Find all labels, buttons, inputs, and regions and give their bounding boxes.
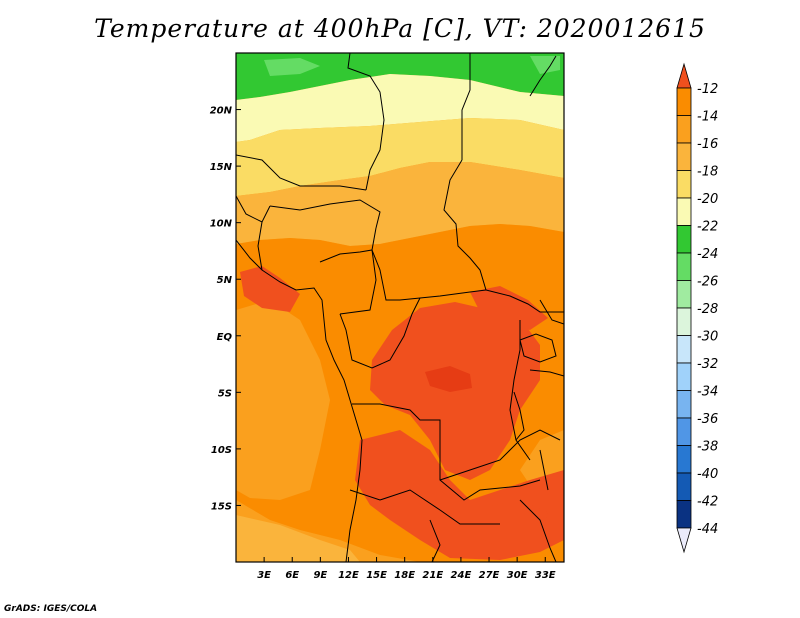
lon-tick-label: 27E (479, 570, 500, 581)
colorbar-swatch (676, 417, 692, 446)
colorbar-top-arrow (676, 62, 692, 89)
lon-tick-label: 21E (422, 570, 443, 581)
colorbar-label: -28 (697, 302, 718, 317)
lon-tick-label: 30E (507, 570, 528, 581)
colorbar: -12 -14 -16 -18 -20 -22 -24 -26 -28 -30 -32 -34 -36 -… (676, 62, 718, 554)
border-red-sea-coast (529, 55, 557, 97)
border-drc-angola (352, 403, 541, 501)
colorbar-label: -42 (697, 495, 718, 510)
border-zambia (439, 429, 561, 481)
colorbar-swatch (676, 362, 692, 391)
temperature-field (236, 53, 564, 562)
field-red-north-east (470, 286, 548, 330)
colorbar-swatch (676, 170, 692, 199)
border-lake-malawi (539, 449, 549, 491)
border-coast-west (236, 239, 363, 562)
border-algeria-libya (347, 53, 385, 191)
colorbar-label: -16 (697, 137, 718, 152)
colorbar-swatch (676, 115, 692, 144)
border-west-2 (257, 221, 263, 271)
lon-tick-label: 3E (257, 570, 271, 581)
border-cameroon (319, 249, 377, 315)
border-lake-tanganyika (513, 391, 525, 441)
colorbar-swatch (676, 307, 692, 336)
colorbar-label: -32 (697, 357, 718, 372)
colorbar-swatch (676, 142, 692, 171)
credit-text: GrADS: IGES/COLA (4, 604, 98, 614)
field-yellow (236, 118, 564, 196)
colorbar-swatch (676, 500, 692, 529)
colorbar-label: -20 (697, 192, 718, 207)
colorbar-swatch (676, 390, 692, 419)
colorbar-label: -14 (697, 110, 718, 125)
colorbar-label: -30 (697, 330, 718, 345)
colorbar-label: -18 (697, 165, 718, 180)
longitude-axis: 3E 6E 9E 12E 15E 18E 21E 24E 27E 30E 33E (257, 557, 556, 581)
field-red-se (470, 500, 548, 548)
lon-tick-label: 24E (451, 570, 472, 581)
colorbar-label: -12 (697, 82, 718, 97)
border-niger-mali (236, 154, 367, 191)
field-pale-yellow (236, 74, 564, 142)
border-chad-car (371, 227, 487, 301)
border-tanzania (529, 369, 564, 377)
border-mozambique (519, 499, 557, 562)
field-green-light-2 (530, 56, 560, 74)
border-south-sudan (485, 289, 564, 313)
colorbar-swatch (676, 87, 692, 116)
colorbar-swatch (676, 197, 692, 226)
colorbar-swatch (676, 472, 692, 501)
field-orange-west (236, 300, 330, 500)
lat-tick-label: EQ (217, 332, 233, 343)
colorbar-label: -44 (697, 522, 718, 537)
colorbar-swatch (676, 445, 692, 474)
colorbar-bottom-arrow (676, 527, 692, 554)
lon-tick-label: 6E (285, 570, 299, 581)
lon-tick-label: 33E (535, 570, 556, 581)
border-niger-nigeria (269, 199, 381, 229)
lon-tick-label: 12E (338, 570, 359, 581)
field-green-band (236, 53, 564, 100)
border-angola-namibia (349, 489, 500, 525)
border-libya-egypt (461, 53, 471, 160)
lat-tick-label: 5S (218, 388, 232, 399)
lat-tick-label: 20N (210, 106, 233, 117)
field-orange-light (236, 162, 564, 246)
field-hot-core (425, 366, 472, 392)
colorbar-label: -40 (697, 467, 718, 482)
colorbar-swatch (676, 335, 692, 364)
colorbar-label: -26 (697, 275, 718, 290)
border-congo-gabon (339, 297, 421, 369)
colorbar-label: -34 (697, 385, 718, 400)
lon-tick-label: 18E (394, 570, 415, 581)
lat-tick-label: 15N (210, 162, 233, 173)
colorbar-label: -24 (697, 247, 718, 262)
border-drc-east (509, 320, 531, 461)
lon-tick-label: 15E (366, 570, 387, 581)
border-chad-sudan (443, 159, 487, 291)
colorbar-label: -36 (697, 412, 718, 427)
field-red-west (240, 266, 300, 312)
border-west-1 (236, 195, 271, 223)
border-kenya (539, 299, 564, 325)
border-lake-victoria (519, 333, 557, 363)
plot-frame (235, 52, 565, 563)
lat-tick-label: 10S (211, 445, 232, 456)
latitude-axis: 20N 15N 10N 5N EQ 5S 10S 15S (210, 106, 241, 512)
border-botswana (429, 519, 441, 562)
colorbar-swatch (676, 252, 692, 281)
lon-tick-label: 9E (313, 570, 327, 581)
lat-tick-label: 15S (211, 501, 232, 512)
colorbar-label: -22 (697, 220, 718, 235)
colorbar-label: -38 (697, 440, 718, 455)
colorbar-swatch (676, 225, 692, 254)
colorbar-swatch (676, 280, 692, 309)
lat-tick-label: 5N (217, 275, 233, 286)
lat-tick-label: 10N (210, 219, 233, 230)
field-green-light (264, 58, 320, 76)
country-borders (236, 53, 564, 562)
chart-title: Temperature at 400hPa [C], VT: 202001261… (94, 14, 706, 43)
field-yellow-sw (236, 515, 360, 562)
